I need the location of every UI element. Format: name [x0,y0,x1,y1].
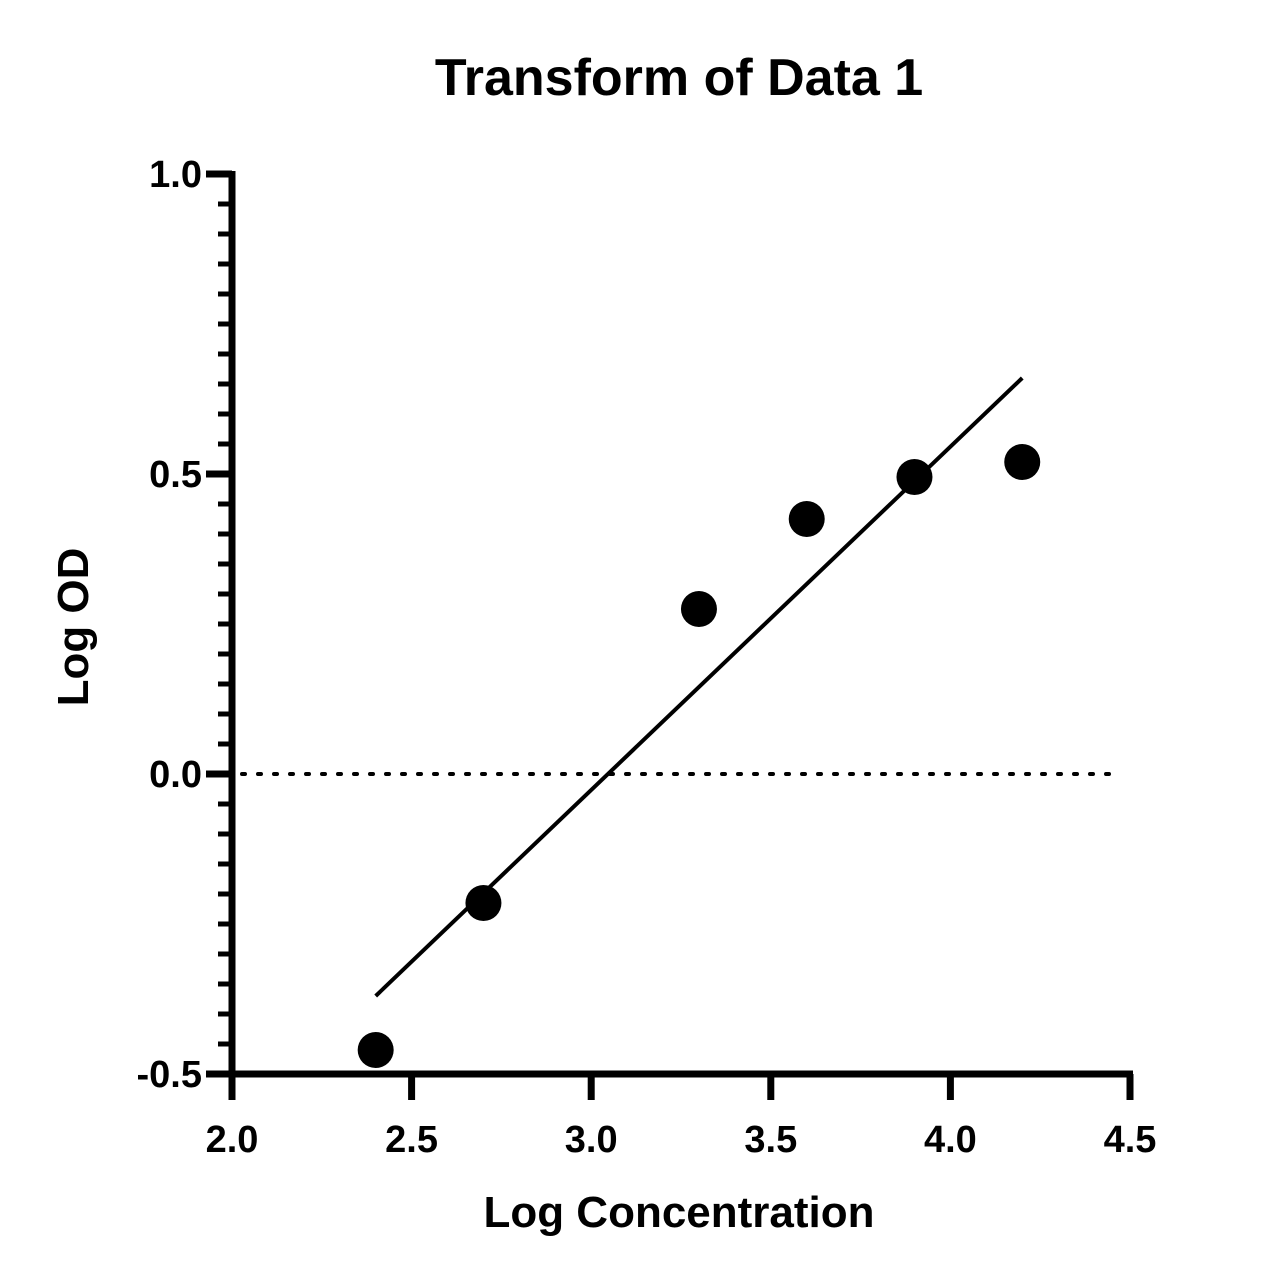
y-tick-label: 1.0 [149,154,202,196]
data-point [788,501,825,537]
chart-title: Transform of Data 1 [435,49,923,107]
x-tick-label: 2.0 [206,1119,259,1161]
y-tick-label: 0.0 [149,754,202,796]
x-tick-label: 2.5 [385,1119,438,1161]
x-tick-label: 4.0 [924,1119,977,1161]
x-tick-label: 4.5 [1104,1119,1157,1161]
data-point [896,459,933,495]
y-tick-label: -0.5 [137,1054,202,1096]
y-tick-label: 0.5 [149,454,202,496]
x-tick-label: 3.5 [744,1119,797,1161]
data-point [680,591,717,627]
data-point [1004,444,1041,480]
data-point [357,1032,394,1068]
y-axis-title: Log OD [49,548,98,707]
x-tick-label: 3.0 [565,1119,618,1161]
x-axis-title: Log Concentration [483,1188,874,1237]
data-point [465,885,502,921]
